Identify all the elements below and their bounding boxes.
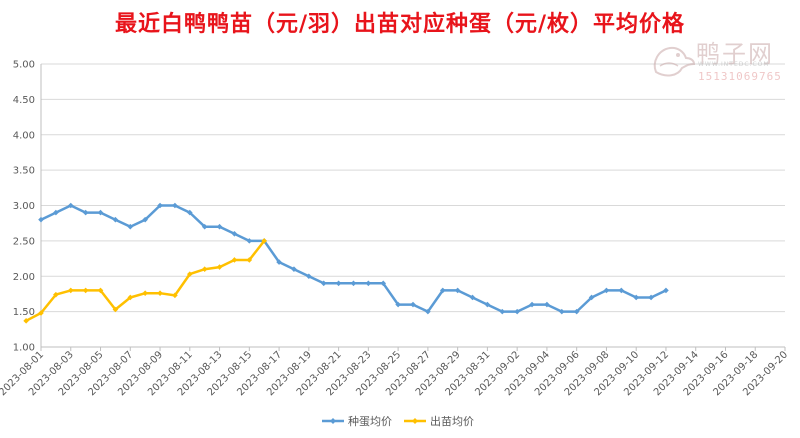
- legend: 种蛋均价 出苗均价: [322, 414, 474, 428]
- legend-label: 种蛋均价: [348, 414, 392, 428]
- data-point-marker: [127, 223, 134, 230]
- data-point-marker: [291, 266, 297, 272]
- data-point-marker: [365, 280, 372, 287]
- data-point-marker: [127, 294, 134, 301]
- data-point-marker: [261, 238, 267, 244]
- legend-marker: [412, 418, 418, 424]
- legend-label: 出苗均价: [430, 414, 474, 428]
- data-point-marker: [53, 209, 59, 216]
- data-point-marker: [380, 280, 387, 287]
- data-point-marker: [514, 308, 520, 315]
- data-point-marker: [172, 202, 178, 209]
- data-point-marker: [410, 301, 416, 308]
- legend-item: 出苗均价: [404, 414, 474, 428]
- data-point-marker: [187, 209, 193, 216]
- data-point-marker: [201, 266, 208, 272]
- data-point-marker: [142, 216, 148, 223]
- y-tick-label: 3.50: [13, 166, 35, 177]
- data-point-marker: [142, 290, 148, 297]
- data-point-marker: [439, 287, 446, 294]
- data-point-marker: [648, 294, 654, 301]
- data-point-marker: [97, 287, 104, 294]
- data-point-marker: [618, 287, 625, 294]
- data-point-marker: [306, 273, 312, 280]
- y-tick-label: 1.00: [13, 343, 35, 354]
- data-point-marker: [246, 238, 253, 244]
- series-line: [25, 240, 266, 322]
- y-tick-label: 5.00: [13, 60, 35, 71]
- data-point-marker: [573, 308, 580, 315]
- series-egg-price: [38, 202, 669, 315]
- data-point-marker: [38, 310, 44, 316]
- legend-marker: [330, 418, 336, 424]
- data-point-marker: [23, 318, 29, 324]
- data-point-marker: [53, 291, 59, 298]
- data-point-marker: [454, 287, 461, 294]
- data-point-marker: [112, 306, 119, 313]
- series-lines: [23, 202, 669, 324]
- data-point-marker: [187, 271, 193, 277]
- y-tick-label: 1.50: [13, 307, 35, 318]
- axes: [40, 64, 786, 351]
- data-point-marker: [82, 209, 89, 216]
- y-tick-label: 2.00: [13, 272, 35, 283]
- data-point-marker: [97, 209, 104, 216]
- duck-logo-icon: [653, 46, 696, 77]
- data-point-marker: [231, 257, 238, 263]
- data-point-marker: [67, 287, 74, 294]
- data-point-marker: [112, 216, 119, 223]
- watermark-phone: 15131069765: [698, 70, 782, 83]
- data-point-marker: [529, 301, 535, 308]
- data-point-marker: [320, 280, 327, 287]
- data-point-marker: [82, 287, 89, 294]
- data-point-marker: [38, 216, 44, 223]
- y-tick-label: 3.00: [13, 201, 35, 212]
- data-point-marker: [350, 280, 357, 287]
- y-tick-label: 4.50: [13, 95, 35, 106]
- data-point-marker: [633, 294, 639, 301]
- chart-title: 最近白鸭鸭苗（元/羽）出苗对应种蛋（元/枚）平均价格: [114, 12, 686, 37]
- data-point-marker: [425, 308, 431, 315]
- data-point-marker: [335, 280, 342, 287]
- data-point-marker: [246, 257, 253, 263]
- data-point-marker: [469, 294, 476, 301]
- series-chick-price: [23, 238, 267, 324]
- x-tick-labels: 2023-08-012023-08-032023-08-052023-08-07…: [0, 349, 790, 398]
- y-tick-label: 2.50: [13, 236, 35, 247]
- data-point-marker: [499, 308, 506, 315]
- data-point-marker: [231, 231, 238, 237]
- data-point-marker: [67, 202, 74, 209]
- data-point-marker: [395, 301, 401, 308]
- data-point-marker: [544, 301, 550, 308]
- legend-item: 种蛋均价: [322, 414, 392, 428]
- y-tick-label: 4.00: [13, 130, 35, 141]
- watermark-url: WWW.INTEDC.COM: [698, 61, 770, 68]
- data-point-marker: [157, 290, 163, 297]
- data-point-marker: [484, 301, 491, 308]
- data-point-marker: [172, 292, 178, 299]
- watermark-name: 鸭子网: [696, 40, 774, 68]
- data-point-marker: [559, 308, 565, 315]
- watermark-logo: 鸭子网 WWW.INTEDC.COM 15131069765: [648, 34, 798, 86]
- y-tick-labels: 1.00 1.50 2.00 2.50 3.00 3.50 4.00 4.50 5.00: [13, 60, 35, 354]
- data-point-marker: [216, 223, 223, 230]
- data-point-marker: [216, 264, 223, 270]
- data-point-marker: [276, 259, 282, 265]
- data-point-marker: [588, 294, 595, 301]
- data-point-marker: [663, 287, 669, 294]
- data-point-marker: [603, 287, 610, 294]
- data-point-marker: [157, 202, 163, 209]
- data-point-marker: [201, 223, 208, 230]
